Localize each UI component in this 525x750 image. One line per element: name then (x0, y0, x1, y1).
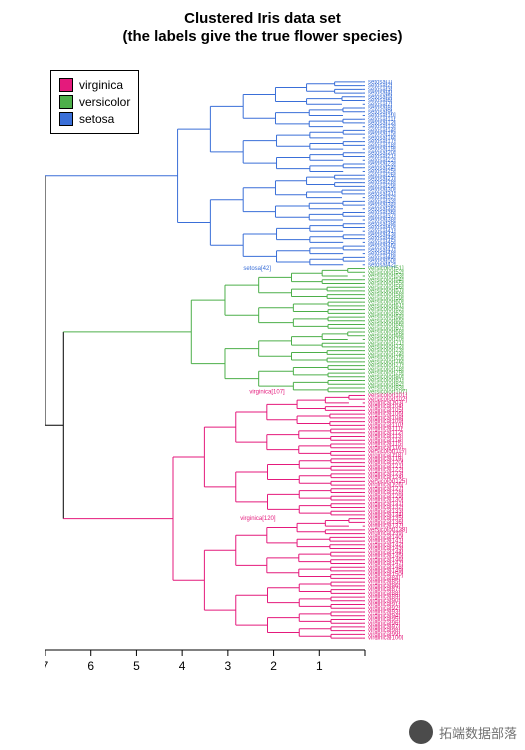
svg-text:3: 3 (225, 659, 232, 673)
dendrogram-container: setosa[1]setosa[2]setosa[3]setosa[4]seto… (45, 80, 505, 640)
watermark-logo-icon (409, 720, 433, 744)
chart-title: Clustered Iris data set (the labels give… (15, 10, 510, 46)
title-line-2: (the labels give the true flower species… (122, 28, 402, 45)
chart-plot-area: Clustered Iris data set (the labels give… (15, 10, 510, 690)
title-line-1: Clustered Iris data set (184, 10, 341, 27)
svg-text:6: 6 (87, 659, 94, 673)
svg-text:1: 1 (316, 659, 323, 673)
watermark-text: 拓端数据部落 (439, 723, 517, 742)
svg-text:7: 7 (45, 659, 49, 673)
dendrogram-svg: setosa[1]setosa[2]setosa[3]setosa[4]seto… (45, 80, 505, 640)
leaf-label: setosa[42] (243, 266, 271, 272)
svg-text:4: 4 (179, 659, 186, 673)
svg-text:2: 2 (270, 659, 277, 673)
watermark: 拓端数据部落 (409, 720, 517, 744)
svg-text:5: 5 (133, 659, 140, 673)
leaf-label: virginica[120] (240, 516, 276, 522)
x-axis-svg: 7 6 5 4 3 2 1 (45, 640, 505, 680)
x-axis-container: 7 6 5 4 3 2 1 (45, 640, 505, 680)
leaf-label: virginica[107] (249, 389, 285, 395)
